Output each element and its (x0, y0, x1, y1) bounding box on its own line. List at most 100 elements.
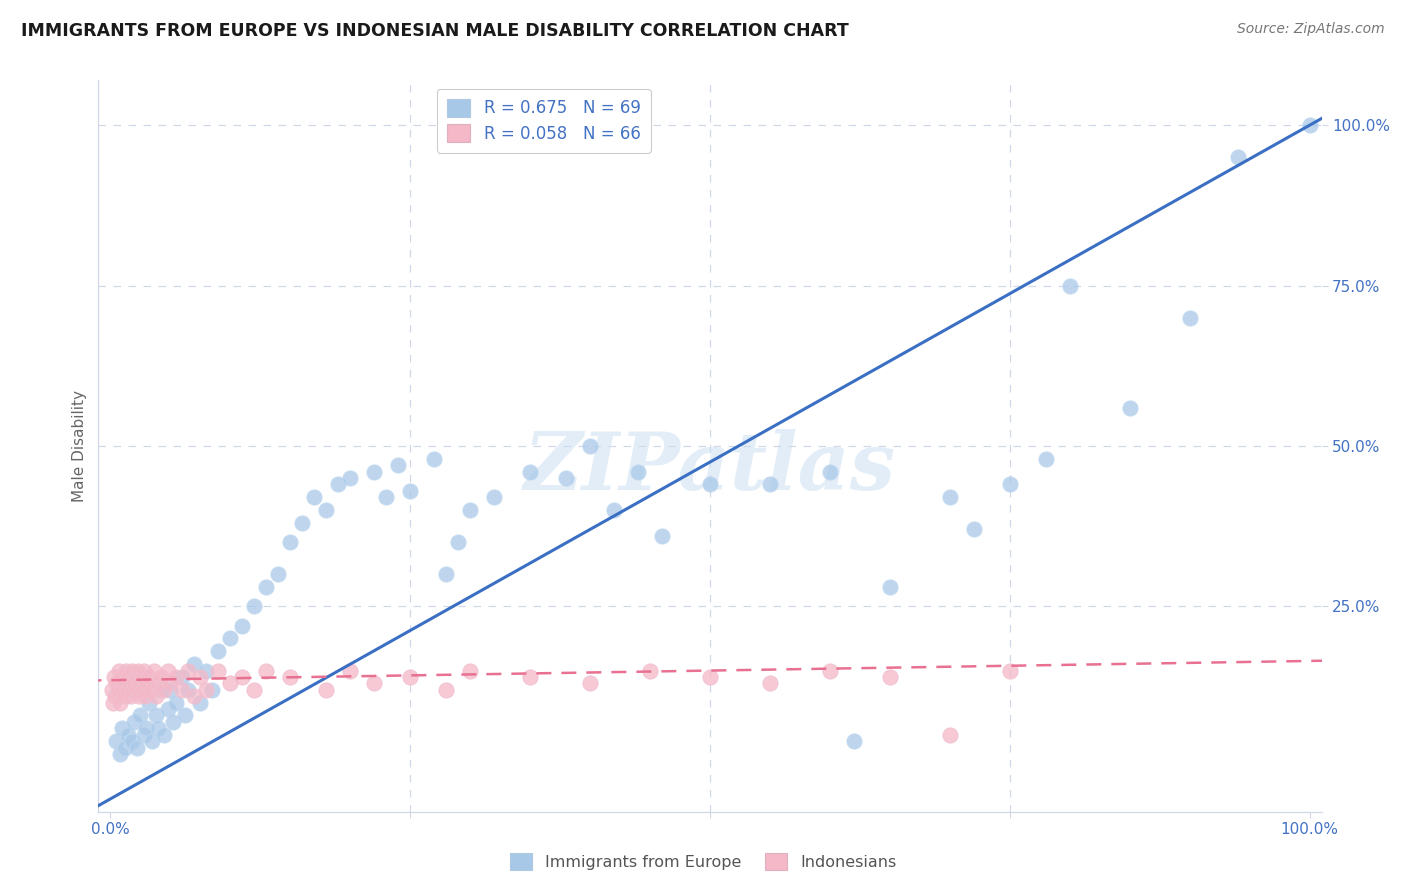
Point (125, 682, 148, 697)
Point (219, 676, 242, 690)
Point (172, 682, 194, 697)
Point (165, 696, 187, 710)
Point (159, 676, 181, 690)
Point (124, 714, 146, 729)
Point (111, 682, 134, 697)
Point (375, 491, 398, 505)
Point (124, 670, 146, 684)
Point (145, 708, 167, 723)
Point (879, 580, 901, 594)
Point (482, 491, 505, 505)
Point (879, 670, 901, 684)
Point (243, 599, 266, 614)
Point (173, 708, 195, 723)
Point (1119, 401, 1142, 415)
Point (162, 714, 184, 729)
Text: Source: ZipAtlas.com: Source: ZipAtlas.com (1237, 22, 1385, 37)
Point (183, 657, 205, 672)
Point (105, 734, 128, 748)
Point (118, 676, 141, 690)
Point (142, 664, 165, 678)
Point (998, 477, 1021, 491)
Point (122, 682, 145, 697)
Point (519, 670, 541, 684)
Point (165, 670, 187, 684)
Point (254, 580, 277, 594)
Point (1059, 278, 1081, 293)
Point (112, 676, 135, 690)
Point (125, 740, 148, 755)
Point (434, 567, 457, 582)
Point (254, 664, 277, 678)
Point (104, 690, 127, 704)
Point (177, 682, 200, 697)
Point (363, 465, 385, 479)
Point (201, 682, 224, 697)
Point (172, 670, 194, 684)
Point (138, 696, 160, 710)
Point (141, 682, 163, 697)
Point (195, 682, 218, 697)
Point (291, 516, 314, 530)
Point (153, 728, 176, 742)
Point (132, 728, 155, 742)
Point (447, 535, 470, 549)
Point (159, 682, 181, 697)
Point (315, 503, 337, 517)
Point (117, 728, 139, 742)
Point (1178, 310, 1201, 325)
Point (651, 529, 673, 543)
Point (207, 664, 229, 678)
Point (114, 690, 136, 704)
Legend: Immigrants from Europe, Indonesians: Immigrants from Europe, Indonesians (501, 843, 905, 880)
Point (188, 670, 212, 684)
Point (387, 458, 409, 473)
Point (315, 682, 337, 697)
Point (129, 708, 152, 723)
Point (267, 567, 290, 582)
Point (114, 740, 136, 755)
Point (108, 696, 131, 710)
Point (149, 682, 172, 697)
Point (579, 439, 602, 453)
Point (148, 721, 170, 735)
Point (963, 523, 986, 537)
Point (759, 477, 782, 491)
Legend: R = 0.675   N = 69, R = 0.058   N = 66: R = 0.675 N = 69, R = 0.058 N = 66 (437, 88, 651, 153)
Point (278, 535, 301, 549)
Point (998, 664, 1021, 678)
Point (145, 690, 167, 704)
Point (134, 690, 156, 704)
Point (842, 734, 865, 748)
Point (156, 702, 179, 716)
Point (100, 682, 122, 697)
Point (135, 676, 157, 690)
Point (108, 664, 131, 678)
Point (434, 682, 457, 697)
Point (195, 664, 218, 678)
Point (1298, 118, 1320, 132)
Point (156, 664, 179, 678)
Point (328, 477, 350, 491)
Point (278, 670, 301, 684)
Point (132, 664, 155, 678)
Point (399, 670, 422, 684)
Point (117, 670, 139, 684)
Text: ZIPatlas: ZIPatlas (524, 429, 896, 507)
Point (759, 676, 782, 690)
Point (423, 451, 446, 466)
Point (124, 676, 146, 690)
Point (458, 503, 481, 517)
Point (121, 664, 143, 678)
Point (183, 690, 205, 704)
Point (458, 664, 481, 678)
Point (339, 664, 361, 678)
Point (101, 696, 124, 710)
Point (363, 676, 385, 690)
Point (111, 721, 134, 735)
Point (1035, 451, 1057, 466)
Point (231, 670, 253, 684)
Point (555, 471, 578, 485)
Y-axis label: Male Disability: Male Disability (72, 390, 87, 502)
Point (103, 670, 125, 684)
